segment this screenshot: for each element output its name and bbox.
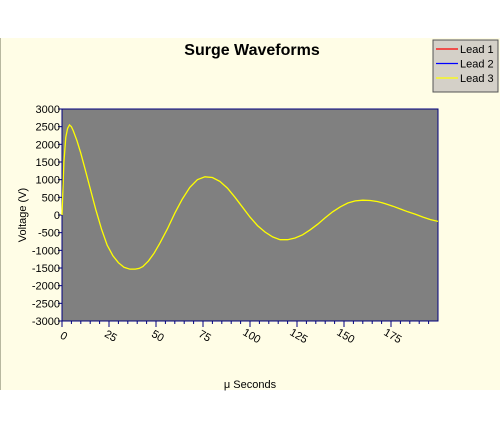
x-axis: 0 25 50 75 100 125 150 175 — [58, 321, 430, 347]
y-tick-label: -2000 — [32, 281, 60, 293]
legend-label: Lead 1 — [460, 44, 494, 56]
x-tick-label: 100 — [241, 327, 263, 347]
chart-title: Surge Waveforms — [184, 42, 320, 59]
legend-label: Lead 3 — [460, 73, 494, 85]
y-tick-label: -2500 — [32, 298, 60, 310]
y-tick-label: -1000 — [32, 245, 60, 257]
legend-label: Lead 2 — [460, 59, 494, 71]
y-axis: 3000 2500 2000 1500 1000 500 0 -500 -1000 -1500 -2… — [32, 104, 62, 328]
y-tick-label: 1000 — [36, 175, 60, 187]
y-tick-label: 1500 — [36, 157, 60, 169]
legend: Lead 1 Lead 2 Lead 3 — [432, 39, 499, 93]
x-tick-label: 150 — [335, 327, 357, 347]
y-tick-label: -500 — [38, 228, 60, 240]
y-tick-label: 3000 — [36, 104, 60, 116]
y-tick-label: -3000 — [32, 316, 60, 328]
y-axis-label: Voltage (V) — [17, 188, 29, 242]
plot-area — [61, 108, 439, 322]
x-tick-label: 75 — [196, 328, 213, 345]
x-axis-label: μ Seconds — [224, 379, 277, 391]
x-tick-label: 0 — [58, 330, 69, 343]
y-tick-label: -1500 — [32, 263, 60, 275]
y-tick-label: 2500 — [36, 122, 60, 134]
x-tick-label: 50 — [149, 328, 166, 345]
series-lines — [61, 123, 439, 270]
x-tick-label: 125 — [288, 327, 310, 347]
y-tick-label: 500 — [42, 192, 60, 204]
y-tick-label: 2000 — [36, 139, 60, 151]
y-tick-label: 0 — [54, 210, 60, 222]
x-tick-label: 25 — [102, 328, 119, 345]
x-tick-label: 175 — [382, 327, 404, 347]
series-line-lead-3 — [61, 123, 439, 270]
